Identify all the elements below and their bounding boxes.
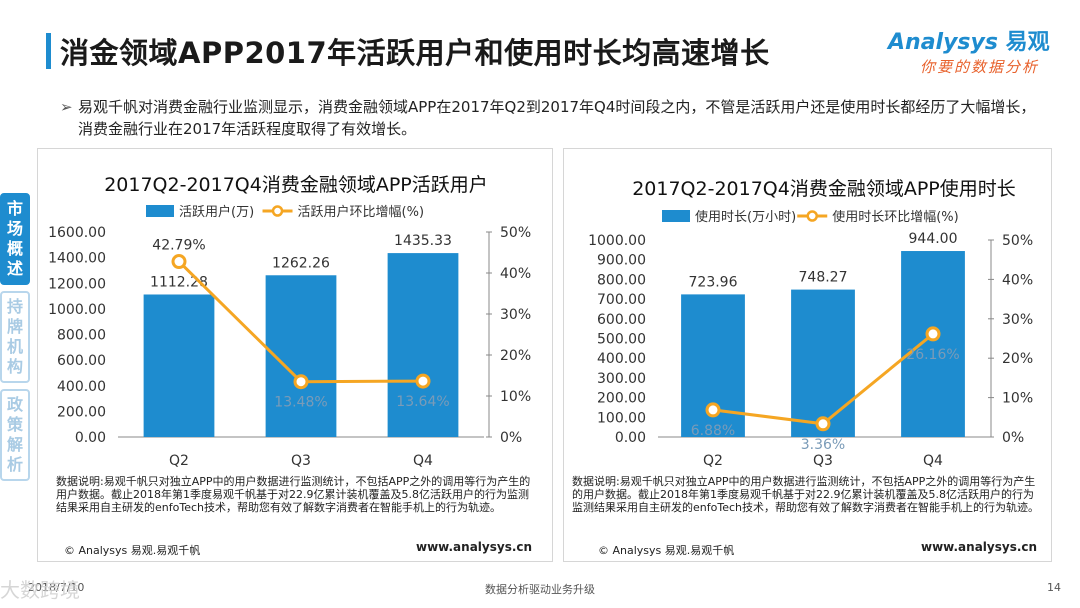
side-nav: 市场概述 持牌机构 政策解析 [0,193,30,487]
bullet-arrow-icon: ➢ [60,98,73,116]
y-left-tick-label: 200.00 [57,404,106,420]
y-right-tick-label: 0% [1002,430,1024,446]
chart-panel-active-users: 2017Q2-2017Q4消费金融领域APP活跃用户活跃用户(万) 活跃用户环比增… [37,148,553,562]
chart-panel-usage-time: 2017Q2-2017Q4消费金融领域APP使用时长使用时长(万小时) 使用时长环… [563,148,1052,562]
y-left-tick-label: 1400.00 [48,251,106,267]
line-point [293,374,309,390]
line-value-label: 42.79% [152,238,205,254]
line-value-label: 26.16% [906,347,959,363]
title-accent-bar [46,33,51,69]
analysys-logo: Analysys 易观 你要的数据分析 [888,24,1068,84]
legend-bar-swatch [146,205,174,217]
bar [265,275,337,437]
y-left-tick-label: 1000.00 [48,302,106,318]
logo-brand: Analysys 易观 [888,30,1050,55]
bar-value-label: 944.00 [909,231,958,247]
line-point [705,402,721,418]
chart-note: 数据说明:易观千帆只对独立APP中的用户数据进行监测统计，不包括APP之外的调用… [572,475,1039,514]
y-left-tick-label: 1000.00 [588,233,646,249]
y-right-tick-label: 50% [500,225,531,241]
y-right-tick-label: 50% [1002,233,1033,249]
bar-value-label: 723.96 [689,274,738,290]
x-tick-label: Q3 [813,453,833,469]
y-right-tick-label: 10% [500,389,531,405]
y-left-tick-label: 600.00 [597,312,646,328]
bar [791,289,855,437]
bar [143,294,215,437]
side-tab-policy[interactable]: 政策解析 [0,389,30,481]
legend-line-marker [271,205,284,217]
y-right-tick-label: 0% [500,430,522,446]
summary-paragraph: ➢ 易观千帆对消费金融行业监测显示，消费金融领域APP在2017年Q2到2017… [60,96,1040,140]
chart-website: www.analysys.cn [416,540,533,554]
line-point [171,254,187,270]
legend-line-label: 活跃用户环比增幅(%) [298,204,425,220]
bar [387,253,459,437]
chart-title: 2017Q2-2017Q4消费金融领域APP使用时长 [632,178,1016,200]
chart-website: www.analysys.cn [921,540,1038,554]
y-right-tick-label: 40% [1002,272,1033,288]
y-left-tick-label: 700.00 [597,292,646,308]
legend-line-marker [806,210,818,222]
y-right-tick-label: 30% [500,307,531,323]
bar-value-label: 1435.33 [394,233,452,249]
x-tick-label: Q3 [291,453,311,469]
line-value-label: 13.64% [396,394,449,410]
y-right-tick-label: 10% [1002,391,1033,407]
x-tick-label: Q2 [703,453,723,469]
chart-copyright: © Analysys 易观.易观千帆 [64,544,201,557]
legend-bar-label: 活跃用户(万) [179,204,254,220]
y-left-tick-label: 200.00 [597,391,646,407]
footer-tagline: 数据分析驱动业务升级 [485,583,595,596]
y-left-tick-label: 0.00 [75,430,106,446]
legend-bar-label: 使用时长(万小时) [695,209,796,225]
chart-title: 2017Q2-2017Q4消费金融领域APP活跃用户 [104,174,488,196]
y-left-tick-label: 0.00 [615,430,646,446]
y-right-tick-label: 40% [500,266,531,282]
y-left-tick-label: 1200.00 [48,276,106,292]
side-tab-licensed[interactable]: 持牌机构 [0,291,30,383]
chart-copyright: © Analysys 易观.易观千帆 [598,544,735,557]
page-number: 14 [1047,581,1061,594]
line-point [925,326,941,342]
y-left-tick-label: 900.00 [597,253,646,269]
logo-slogan: 你要的数据分析 [920,58,1040,76]
y-right-tick-label: 20% [1002,351,1033,367]
y-left-tick-label: 600.00 [57,353,106,369]
summary-text: 易观千帆对消费金融行业监测显示，消费金融领域APP在2017年Q2到2017年Q… [78,98,1036,138]
legend-bar-swatch [662,210,690,222]
line-value-label: 3.36% [801,437,845,453]
y-left-tick-label: 100.00 [597,410,646,426]
watermark-stamp: 大数跨境 [0,578,80,602]
y-right-tick-label: 20% [500,348,531,364]
line-value-label: 13.48% [274,395,327,411]
y-left-tick-label: 400.00 [597,351,646,367]
y-left-tick-label: 800.00 [597,272,646,288]
y-left-tick-label: 400.00 [57,379,106,395]
footer-date: 2018/7/10 [28,581,85,594]
side-tab-market[interactable]: 市场概述 [0,193,30,285]
bar-value-label: 1112.28 [150,274,208,290]
y-right-tick-label: 30% [1002,312,1033,328]
page-title: 消金领域APP2017年活跃用户和使用时长均高速增长 [60,36,770,70]
x-tick-label: Q4 [923,453,943,469]
line-point [415,373,431,389]
x-tick-label: Q2 [169,453,189,469]
x-tick-label: Q4 [413,453,433,469]
bar-value-label: 1262.26 [272,255,330,271]
line-point [815,416,831,432]
bar-value-label: 748.27 [799,270,848,286]
y-left-tick-label: 1600.00 [48,225,106,241]
chart-note: 数据说明:易观千帆只对独立APP中的用户数据进行监测统计，不包括APP之外的调用… [56,475,531,514]
bar [901,251,965,437]
y-left-tick-label: 500.00 [597,332,646,348]
legend-line-label: 使用时长环比增幅(%) [832,209,959,225]
y-left-tick-label: 300.00 [597,371,646,387]
line-value-label: 6.88% [691,423,735,439]
y-left-tick-label: 800.00 [57,328,106,344]
